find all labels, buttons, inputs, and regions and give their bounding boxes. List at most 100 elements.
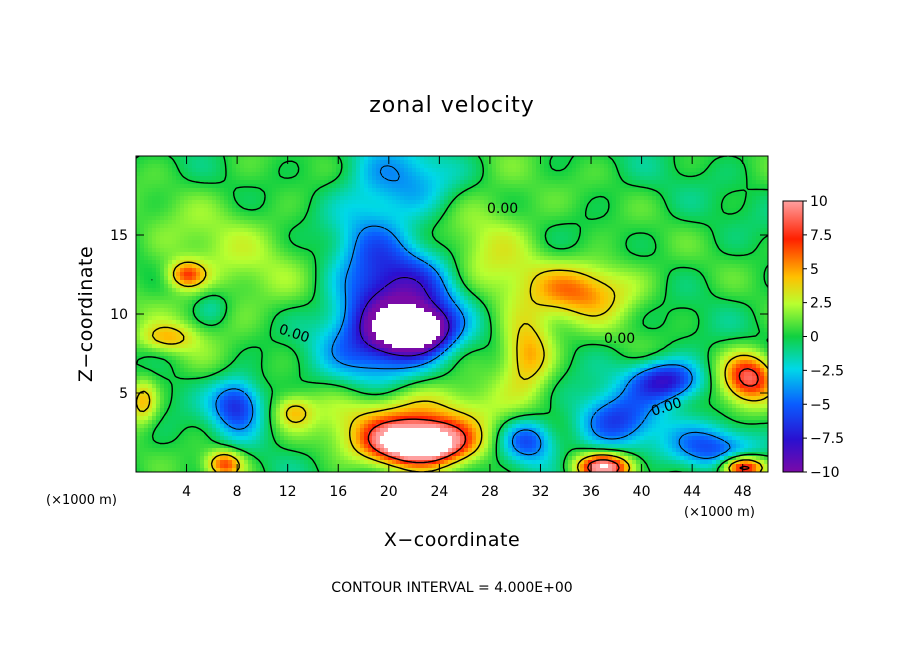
field-cell bbox=[240, 160, 245, 165]
field-cell bbox=[428, 156, 433, 161]
field-cell bbox=[732, 180, 737, 185]
field-cell bbox=[372, 180, 377, 185]
field-cell bbox=[276, 232, 281, 237]
field-cell bbox=[712, 260, 717, 265]
field-cell bbox=[264, 260, 269, 265]
field-cell bbox=[536, 236, 541, 241]
field-cell bbox=[344, 156, 349, 161]
field-cell bbox=[676, 236, 681, 241]
field-cell bbox=[632, 236, 637, 241]
field-cell bbox=[208, 160, 213, 165]
field-cell bbox=[668, 232, 673, 237]
field-cell bbox=[400, 160, 405, 165]
field-cell bbox=[496, 272, 501, 277]
field-cell bbox=[332, 260, 337, 265]
field-cell bbox=[356, 240, 361, 245]
field-cell bbox=[208, 224, 213, 229]
field-cell bbox=[528, 176, 533, 181]
field-cell bbox=[380, 180, 385, 185]
field-cell bbox=[620, 164, 625, 169]
field-cell bbox=[636, 216, 641, 221]
field-cell bbox=[168, 248, 173, 253]
field-cell bbox=[160, 200, 165, 205]
field-cell bbox=[316, 236, 321, 241]
field-cell bbox=[304, 248, 309, 253]
field-cell bbox=[632, 164, 637, 169]
field-cell bbox=[400, 256, 405, 261]
field-cell bbox=[292, 172, 297, 177]
field-cell bbox=[624, 176, 629, 181]
field-cell bbox=[424, 280, 429, 285]
field-cell bbox=[296, 196, 301, 201]
field-cell bbox=[284, 236, 289, 241]
field-cell bbox=[200, 196, 205, 201]
field-cell bbox=[328, 240, 333, 245]
field-cell bbox=[180, 244, 185, 249]
field-cell bbox=[680, 192, 685, 197]
field-cell bbox=[384, 168, 389, 173]
field-cell bbox=[488, 164, 493, 169]
field-cell bbox=[688, 256, 693, 261]
field-cell bbox=[748, 276, 753, 281]
field-cell bbox=[312, 272, 317, 277]
field-cell bbox=[644, 244, 649, 249]
field-cell bbox=[184, 276, 189, 281]
field-cell bbox=[348, 268, 353, 273]
field-cell bbox=[136, 248, 141, 253]
field-cell bbox=[492, 276, 497, 281]
field-cell bbox=[596, 228, 601, 233]
field-cell bbox=[516, 236, 521, 241]
field-cell bbox=[228, 156, 233, 161]
field-cell bbox=[224, 224, 229, 229]
field-cell bbox=[620, 204, 625, 209]
field-cell bbox=[652, 200, 657, 205]
field-cell bbox=[544, 216, 549, 221]
field-cell bbox=[600, 188, 605, 193]
field-cell bbox=[516, 160, 521, 165]
field-cell bbox=[500, 188, 505, 193]
field-cell bbox=[252, 200, 257, 205]
field-cell bbox=[712, 224, 717, 229]
field-cell bbox=[644, 220, 649, 225]
field-cell bbox=[492, 256, 497, 261]
field-cell bbox=[316, 220, 321, 225]
field-cell bbox=[676, 188, 681, 193]
field-cell bbox=[292, 232, 297, 237]
field-cell bbox=[684, 192, 689, 197]
field-cell bbox=[324, 212, 329, 217]
field-cell bbox=[264, 228, 269, 233]
field-cell bbox=[692, 232, 697, 237]
field-cell bbox=[460, 188, 465, 193]
field-cell bbox=[460, 276, 465, 281]
field-cell bbox=[136, 168, 141, 173]
field-cell bbox=[692, 176, 697, 181]
field-cell bbox=[252, 260, 257, 265]
field-cell bbox=[636, 220, 641, 225]
field-cell bbox=[140, 212, 145, 217]
field-cell bbox=[152, 252, 157, 257]
field-cell bbox=[260, 156, 265, 161]
field-cell bbox=[524, 196, 529, 201]
field-cell bbox=[388, 260, 393, 265]
field-cell bbox=[660, 188, 665, 193]
field-cell bbox=[504, 260, 509, 265]
field-cell bbox=[668, 240, 673, 245]
field-cell bbox=[596, 272, 601, 277]
field-cell bbox=[512, 236, 517, 241]
field-cell bbox=[348, 272, 353, 277]
field-cell bbox=[736, 164, 741, 169]
field-cell bbox=[328, 268, 333, 273]
field-cell bbox=[172, 168, 177, 173]
field-cell bbox=[656, 220, 661, 225]
field-cell bbox=[736, 212, 741, 217]
field-cell bbox=[384, 208, 389, 213]
field-cell bbox=[340, 188, 345, 193]
field-cell bbox=[448, 248, 453, 253]
field-cell bbox=[456, 208, 461, 213]
field-cell bbox=[748, 204, 753, 209]
field-cell bbox=[376, 220, 381, 225]
field-cell bbox=[692, 276, 697, 281]
field-cell bbox=[472, 172, 477, 177]
field-cell bbox=[496, 172, 501, 177]
field-cell bbox=[472, 244, 477, 249]
